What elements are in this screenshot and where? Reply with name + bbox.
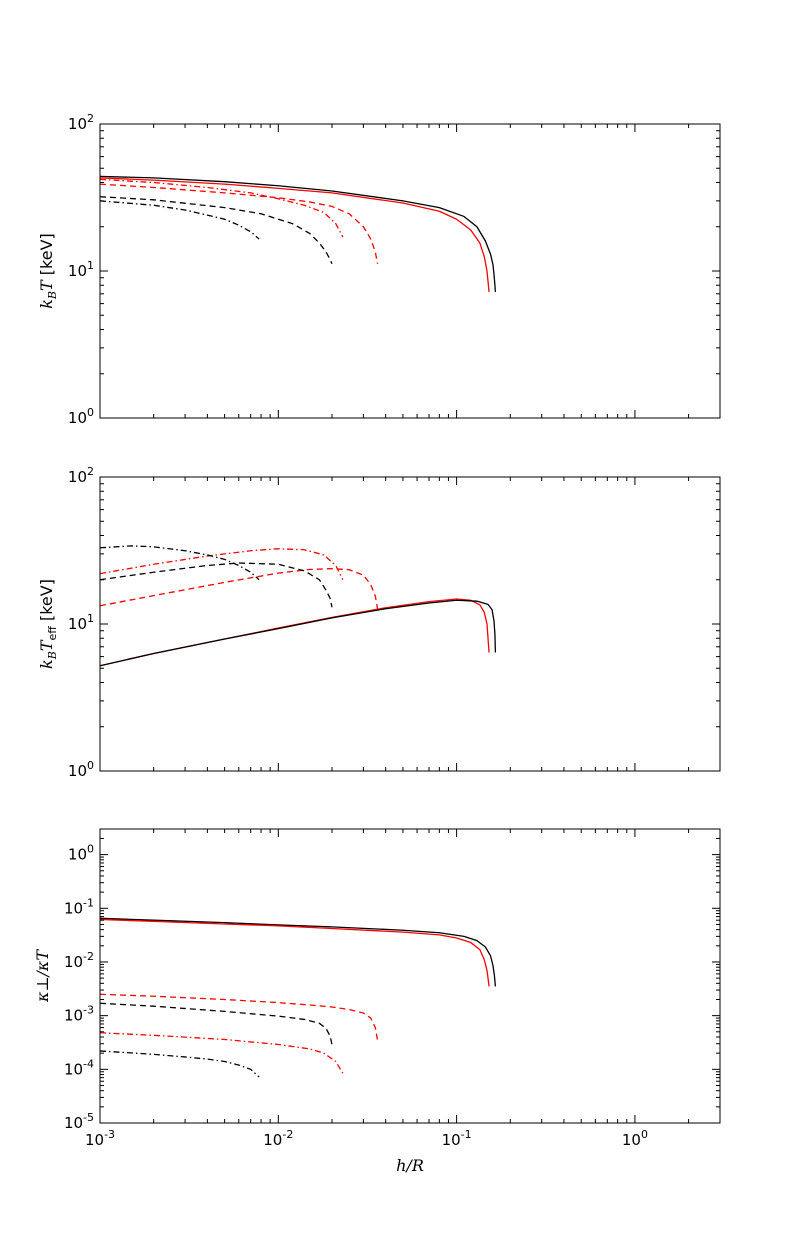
conductivity-ratio-xtick-label-base: 10 [622,1131,641,1149]
conductivity-ratio-series-red-dashdot [100,1032,344,1074]
temperature-series-black-solid [100,175,497,293]
temperature-ytick-label-base: 10 [68,115,87,133]
temperature-series-red-solid [100,177,490,293]
effective-temperature-series-red-dashdot [100,548,344,581]
effective-temperature-ytick-label-base: 10 [68,468,87,486]
conductivity-ratio-series-black-dashdot [100,1050,260,1078]
conductivity-ratio-xtick-label-exp: 0 [641,1128,648,1141]
conductivity-ratio-ytick-label: 10-4 [64,1057,94,1078]
effective-temperature-series-black-dash [100,562,333,608]
temperature-ytick-label-exp: 1 [87,259,94,272]
conductivity-ratio-ytick-label-exp: -4 [83,1057,94,1070]
conductivity-ratio-ytick-label-exp: 0 [87,843,94,856]
conductivity-ratio-xtick-label-base: 10 [263,1131,282,1149]
conductivity-ratio-ytick-label: 10-3 [64,1004,94,1025]
conductivity-ratio-ytick-label-base: 10 [64,1114,83,1132]
effective-temperature-ytick-label-exp: 2 [87,465,94,478]
effective-temperature-ticks [99,476,721,772]
temperature-axes-frame [99,123,721,419]
temperature-ylabel-unit: [keV] [37,233,56,280]
conductivity-ratio-xtick-label-base: 10 [85,1131,104,1149]
effective-temperature-series-red-dash [100,567,379,609]
effective-temperature-ytick-label-exp: 1 [87,612,94,625]
conductivity-ratio-ytick-label: 100 [68,843,94,864]
conductivity-ratio-ytick-label-exp: -1 [83,896,94,909]
conductivity-ratio-ytick-label-exp: -5 [83,1111,94,1124]
effective-temperature-series-group [100,545,497,667]
conductivity-ratio-series-black-dash [100,1002,333,1045]
temperature-ytick-label: 102 [68,112,94,133]
effective-temperature-axes-frame [99,476,721,772]
conductivity-ratio-xtick-label-exp: -2 [282,1128,293,1141]
temperature-ylabel: kBT [keV] [37,233,59,309]
conductivity-ratio-xtick-label: 10-2 [263,1128,293,1149]
conductivity-ratio-series-black-solid [100,917,497,987]
temperature-ytick-label-exp: 2 [87,112,94,125]
effective-temperature-ytick-label-base: 10 [68,762,87,780]
effective-temperature-ylabel-k-sub: B [46,651,59,660]
temperature-series-black-dashdot [100,200,260,240]
conductivity-ratio-ytick-label: 10-5 [64,1111,94,1132]
conductivity-ratio-series-group [100,917,497,1078]
conductivity-ratio-ytick-label: 10-2 [64,950,94,971]
conductivity-ratio-xtick-label-exp: -1 [461,1128,472,1141]
effective-temperature-ylabel: kBTeff [keV] [37,579,59,669]
temperature-series-red-dashdot [100,178,344,238]
effective-temperature-series-black-solid [100,599,497,667]
conductivity-ratio-xtick-label: 10-1 [442,1128,472,1149]
temperature-ytick-label: 100 [68,406,94,427]
conductivity-ratio-xlabel: h/R [396,1156,424,1175]
temperature-ylabel-k-sub: B [46,291,59,300]
effective-temperature-ytick-label: 100 [68,759,94,780]
temperature-ylabel-k: k [37,299,56,309]
conductivity-ratio-ytick-label-base: 10 [68,846,87,864]
conductivity-ratio-ytick-label-base: 10 [64,953,83,971]
conductivity-ratio-ytick-label-base: 10 [64,1007,83,1025]
conductivity-ratio-series-red-dash [100,993,379,1041]
temperature-ytick-label-base: 10 [68,409,87,427]
conductivity-ratio-series-red-solid [100,918,490,987]
effective-temperature-ylabel-unit: [keV] [37,579,56,626]
conductivity-ratio-xtick-label: 100 [622,1128,648,1149]
conductivity-ratio-ticks [99,828,721,1124]
conductivity-ratio-ytick-label-base: 10 [64,899,83,917]
temperature-series-black-dash [100,196,333,265]
conductivity-ratio-xtick-label: 10-3 [85,1128,115,1149]
effective-temperature-ylabel-k: k [37,659,56,669]
effective-temperature-ytick-label: 101 [68,612,94,633]
temperature-ytick-label-base: 10 [68,262,87,280]
effective-temperature-ytick-label: 102 [68,465,94,486]
effective-temperature-ytick-label-exp: 0 [87,759,94,772]
conductivity-ratio-ytick-label: 10-1 [64,896,94,917]
effective-temperature-ylabel-T: T [37,639,56,651]
effective-temperature-series-black-dashdot [100,545,260,581]
conductivity-ratio-axes-frame [99,828,721,1124]
effective-temperature-ytick-label-base: 10 [68,615,87,633]
temperature-ytick-label: 101 [68,259,94,280]
temperature-ytick-label-exp: 0 [87,406,94,419]
temperature-series-red-dash [100,183,379,264]
conductivity-ratio-ytick-label-exp: -2 [83,950,94,963]
temperature-series-group [100,175,497,293]
conductivity-ratio-ytick-label-exp: -3 [83,1004,94,1017]
effective-temperature-ylabel-T-sub: eff [46,626,59,641]
temperature-ylabel-T: T [37,279,56,291]
conductivity-ratio-xtick-label-base: 10 [442,1131,461,1149]
conductivity-ratio-xtick-label-exp: -3 [104,1128,115,1141]
conductivity-ratio-ylabel: κ⊥/κT [33,949,52,1003]
conductivity-ratio-ytick-label-base: 10 [64,1060,83,1078]
